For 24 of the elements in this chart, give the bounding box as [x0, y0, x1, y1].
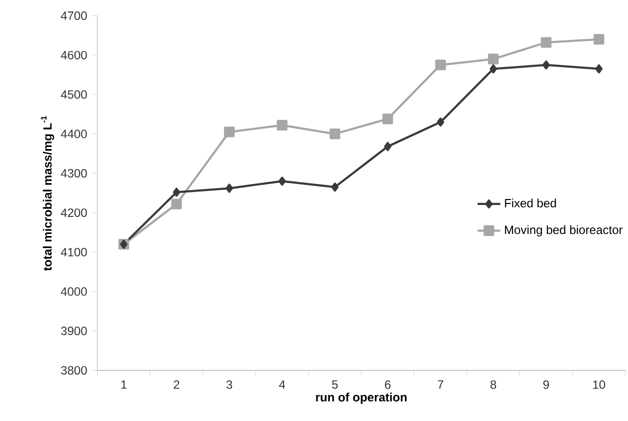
x-tick-label: 4	[279, 380, 286, 389]
legend-label: Fixed bed	[505, 198, 556, 208]
y-tick-label: 4000	[60, 287, 87, 296]
y-tick-label: 4700	[60, 11, 87, 20]
x-tick-label: 8	[490, 380, 496, 389]
x-tick-label: 6	[385, 380, 391, 389]
y-tick-label: 3800	[61, 366, 87, 375]
x-tick-label: 7	[438, 380, 444, 389]
y-tick-label: 4600	[60, 50, 87, 60]
y-tick-label: 4300	[60, 169, 87, 178]
y-tick-label: 4400	[60, 130, 87, 138]
x-tick-label: 9	[543, 380, 549, 389]
x-tick-label: 10	[593, 380, 606, 389]
y-tick-label: 3900	[61, 326, 87, 336]
x-tick-label: 2	[174, 380, 180, 389]
y-tick-label: 4100	[60, 248, 87, 256]
legend-label: Moving bed bioreactor	[505, 225, 623, 236]
y-axis-title: total microbial mass/mg L$^{-1}$	[40, 116, 54, 271]
y-tick-label: 4200	[60, 208, 87, 217]
y-tick-label: 4500	[60, 90, 87, 99]
x-axis-title: run of operation	[316, 392, 407, 404]
x-tick-label: 5	[332, 380, 338, 389]
x-tick-label: 1	[121, 380, 126, 389]
x-tick-label: 3	[226, 380, 232, 389]
